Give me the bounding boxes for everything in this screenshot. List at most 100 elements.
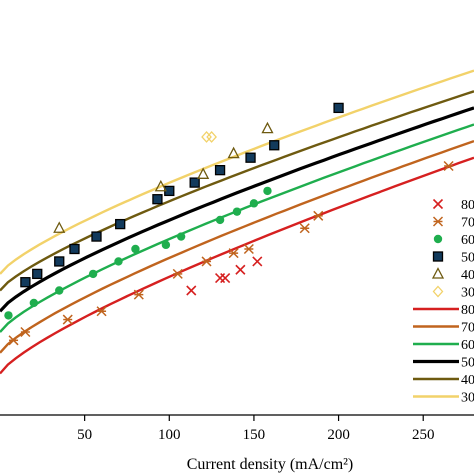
data-point-s4-1-shape [154, 179, 167, 192]
x-tick-label-2: 150 [243, 427, 266, 443]
legend-label-7: 70 [461, 321, 474, 336]
data-point-s2-2 [55, 286, 64, 295]
legend-label-0: 80 [461, 198, 474, 213]
data-point-s2-3 [88, 269, 98, 279]
data-point-s1-9 [299, 223, 310, 234]
data-point-s0-4-stroke [252, 256, 263, 267]
data-point-s2-8 [215, 215, 225, 225]
legend-marker-1 [432, 216, 444, 227]
plot-area [0, 69, 474, 375]
data-point-s1-6 [201, 256, 212, 267]
x-axis-title: Current density (mA/cm²) [187, 456, 354, 473]
data-point-s4-4 [261, 121, 274, 134]
data-point-s3-1-shape [32, 268, 43, 280]
data-point-s3-9 [214, 164, 226, 176]
data-point-s0-4 [252, 256, 263, 267]
data-point-s2-11-shape [263, 186, 272, 196]
legend-entry-10: 40 [413, 373, 474, 388]
x-tick-label-1: 100 [158, 427, 181, 443]
data-point-s3-10 [245, 152, 256, 163]
data-point-s0-2-stroke [220, 272, 231, 284]
fit-line-0 [0, 156, 474, 375]
data-point-s0-3 [235, 264, 246, 275]
data-point-s4-3-shape [227, 146, 240, 159]
data-point-s3-4 [91, 231, 102, 242]
legend-entry-0: 80 [432, 198, 474, 213]
data-point-s2-9 [232, 207, 242, 216]
data-point-s5-0-shape [201, 130, 212, 143]
data-point-s3-12-shape [333, 102, 344, 114]
legend-label-5: 30 [461, 286, 474, 301]
data-point-s0-0-stroke [186, 285, 197, 296]
legend-label-2: 60 [461, 233, 474, 248]
data-point-s3-3-shape [69, 243, 80, 255]
data-point-s3-0-shape [20, 277, 31, 288]
data-point-s5-1-shape [206, 130, 217, 143]
fit-line-4 [0, 90, 474, 292]
data-point-s3-12 [333, 102, 344, 114]
data-point-s5-0 [201, 130, 212, 143]
data-point-s0-1 [215, 272, 226, 284]
legend-label-4: 40 [461, 268, 474, 283]
legend-entry-4: 40 [431, 267, 474, 283]
legend-marker-0-stroke [432, 198, 444, 210]
data-point-s2-0 [4, 311, 13, 320]
data-point-s2-10 [249, 199, 259, 208]
data-point-s2-6 [161, 240, 171, 250]
legend-entry-5: 30 [432, 285, 474, 301]
legend-entry-8: 60 [413, 338, 474, 353]
fit-line-1 [0, 139, 474, 354]
legend-marker-0 [432, 198, 444, 210]
legend-marker-2 [433, 234, 443, 244]
data-point-s2-5 [131, 244, 140, 254]
data-point-s3-4-shape [91, 231, 102, 242]
fit-line-3 [0, 106, 474, 313]
legend-entry-9: 50 [413, 356, 474, 371]
data-point-s2-4 [114, 257, 123, 266]
legend-marker-5-shape [432, 285, 444, 298]
x-tick-label-0: 50 [77, 427, 92, 443]
legend-entry-6: 80 [413, 303, 474, 318]
data-point-s2-7-shape [176, 232, 186, 241]
legend: 80 70 60 50 40 30 80 70 60 50 40 30 [413, 198, 474, 406]
data-point-s1-7 [228, 248, 239, 259]
data-point-s1-3 [96, 306, 107, 317]
legend-label-11: 30 [461, 391, 474, 406]
data-point-s3-8 [189, 177, 200, 188]
data-point-s2-9-shape [232, 207, 242, 216]
data-point-s2-10-shape [249, 199, 259, 208]
data-point-s2-1-shape [29, 298, 39, 308]
data-point-s1-10 [313, 210, 324, 221]
data-point-s2-11 [263, 186, 272, 196]
data-point-s1-8 [243, 243, 254, 255]
data-point-s2-8-shape [215, 215, 225, 225]
data-point-s1-2 [62, 314, 73, 325]
data-point-s2-3-shape [88, 269, 98, 279]
data-point-s3-1 [32, 268, 43, 280]
data-point-s3-11-shape [269, 140, 280, 151]
data-point-s2-1 [29, 298, 39, 308]
data-point-s1-0 [8, 335, 19, 346]
legend-label-3: 50 [461, 251, 474, 266]
data-point-s4-2-shape [197, 167, 210, 179]
axes: 50 100 150 200 250 [0, 414, 474, 443]
data-point-s2-2-shape [55, 286, 64, 295]
data-point-s1-11 [443, 160, 454, 172]
data-point-s0-0 [186, 285, 197, 296]
data-point-s3-10-shape [245, 152, 256, 163]
legend-marker-3-shape [432, 251, 444, 262]
fit-line-5 [0, 69, 474, 275]
data-point-s1-4 [133, 289, 144, 300]
legend-entry-2: 60 [433, 233, 474, 248]
data-point-s4-2 [197, 167, 210, 179]
legend-entry-11: 30 [413, 391, 474, 406]
data-point-s2-5-shape [131, 244, 140, 254]
data-point-s0-3-stroke [235, 264, 246, 275]
x-tick-label-3: 200 [327, 427, 350, 443]
data-point-s4-1 [154, 179, 167, 192]
data-point-s3-2-shape [54, 256, 65, 267]
legend-label-9: 50 [461, 356, 474, 371]
legend-marker-2-shape [433, 234, 443, 244]
data-point-s4-3 [227, 146, 240, 159]
